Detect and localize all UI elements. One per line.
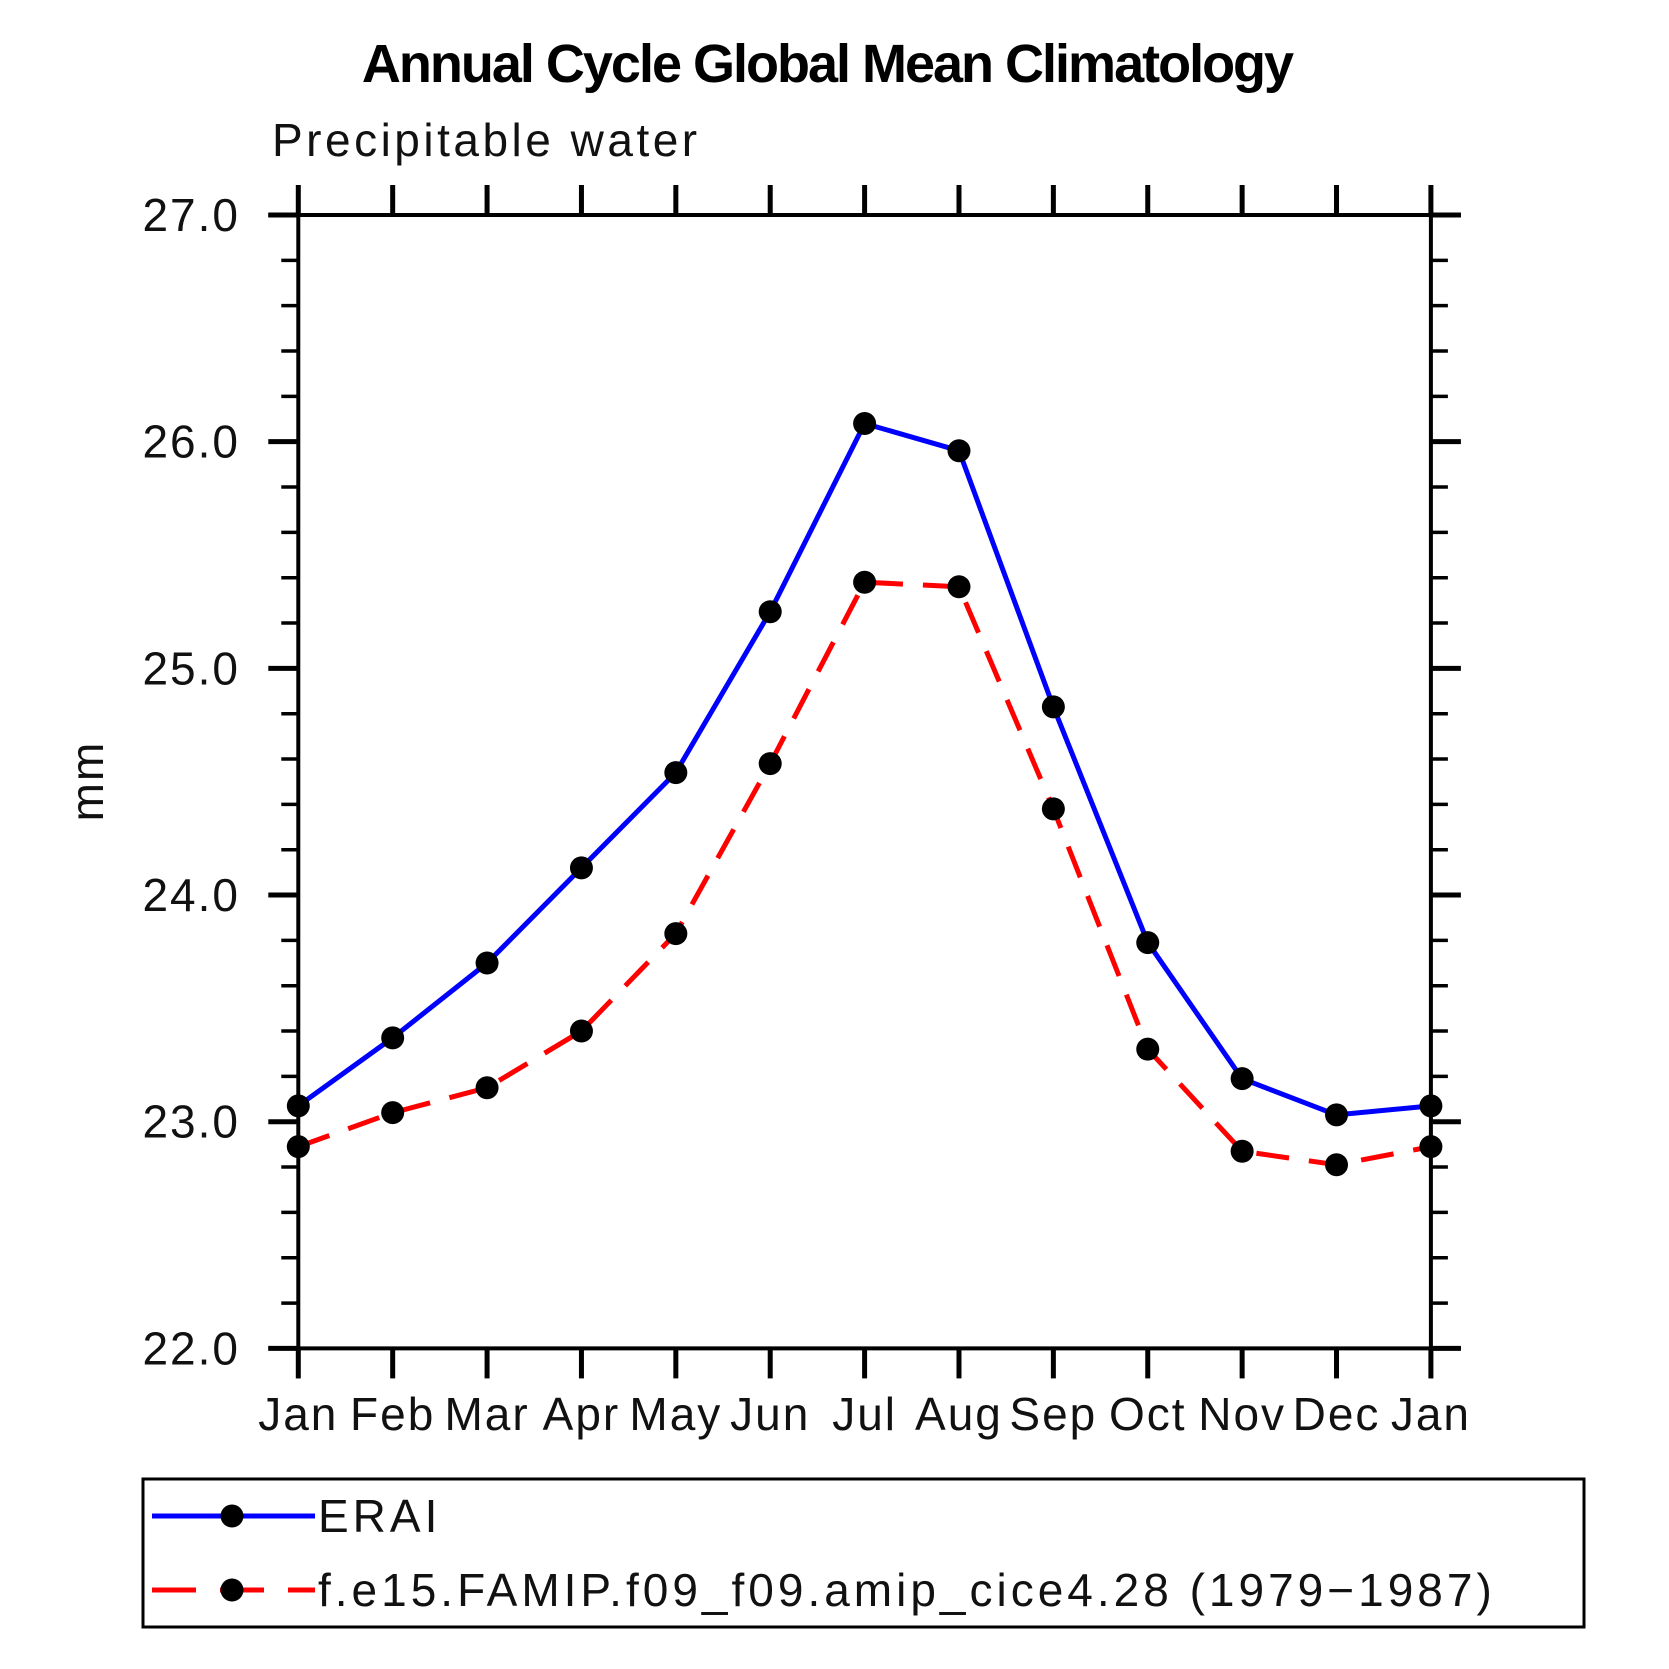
data-point-marker	[286, 1094, 310, 1118]
x-tick-label: Jul	[832, 1388, 897, 1440]
legend-marker-model	[220, 1578, 244, 1602]
y-tick-label: 25.0	[142, 642, 240, 694]
data-point-marker	[1325, 1103, 1349, 1127]
legend-marker-erai	[220, 1504, 244, 1528]
data-point-marker	[1136, 931, 1160, 955]
legend: ERAI f.e15.FAMIP.f09_f09.amip_cice4.28 (…	[141, 1477, 1586, 1629]
x-tick-labels: Jan Feb Mar Apr May Jun Jul Aug Sep Oct Nov Dec Jan	[258, 1388, 1471, 1440]
axes	[268, 185, 1461, 1379]
x-tick-label: Aug	[915, 1388, 1003, 1440]
series-markers-0	[286, 412, 1443, 1127]
x-tick-label: Dec	[1293, 1388, 1381, 1440]
data-point-marker	[947, 575, 971, 599]
data-point-marker	[475, 951, 499, 975]
y-tick-label: 24.0	[142, 869, 240, 921]
legend-box	[141, 1477, 1586, 1629]
chart-subtitle: Precipitable water	[272, 114, 701, 166]
series-line-0	[296, 421, 1432, 1118]
data-point-marker	[381, 1026, 405, 1050]
data-point-marker	[475, 1076, 499, 1100]
y-tick-label: 23.0	[142, 1096, 240, 1148]
data-point-marker	[1136, 1037, 1160, 1061]
x-tick-label: Mar	[444, 1388, 529, 1440]
data-point-marker	[1419, 1135, 1443, 1159]
data-point-marker	[664, 761, 688, 785]
data-point-marker	[569, 856, 593, 880]
series-group	[286, 412, 1443, 1177]
data-point-marker	[286, 1135, 310, 1159]
legend-label-model: f.e15.FAMIP.f09_f09.amip_cice4.28 (1979−…	[318, 1564, 1496, 1616]
y-tick-label: 22.0	[142, 1322, 240, 1374]
series-line-1	[297, 579, 1432, 1168]
data-point-marker	[1230, 1067, 1254, 1091]
x-tick-label: Sep	[1009, 1388, 1097, 1440]
data-point-marker	[1041, 797, 1065, 821]
x-tick-label: Jan	[258, 1388, 338, 1440]
data-point-marker	[1419, 1094, 1443, 1118]
data-point-marker	[1230, 1139, 1254, 1163]
y-tick-label: 26.0	[142, 416, 240, 468]
data-point-marker	[664, 922, 688, 946]
x-tick-label: May	[629, 1388, 722, 1440]
series-markers-1	[286, 570, 1443, 1177]
data-point-marker	[381, 1101, 405, 1125]
x-tick-label: Feb	[350, 1388, 435, 1440]
x-tick-label: Jan	[1391, 1388, 1471, 1440]
legend-label-erai: ERAI	[318, 1490, 441, 1542]
data-point-marker	[853, 570, 877, 594]
chart-title: Annual Cycle Global Mean Climatology	[362, 34, 1294, 94]
x-tick-label: Apr	[543, 1388, 621, 1440]
data-point-marker	[1325, 1153, 1349, 1177]
data-point-marker	[758, 600, 782, 624]
x-tick-label: Jun	[730, 1388, 810, 1440]
data-point-marker	[569, 1019, 593, 1043]
data-point-marker	[947, 439, 971, 463]
y-axis-title: mm	[61, 741, 113, 822]
x-tick-label: Oct	[1109, 1388, 1187, 1440]
data-point-marker	[758, 752, 782, 776]
data-point-marker	[853, 412, 877, 436]
data-point-marker	[1041, 695, 1065, 719]
x-tick-label: Nov	[1198, 1388, 1286, 1440]
y-tick-labels: 22.0 23.0 24.0 25.0 26.0 27.0	[142, 189, 240, 1374]
y-tick-label: 27.0	[142, 189, 240, 241]
